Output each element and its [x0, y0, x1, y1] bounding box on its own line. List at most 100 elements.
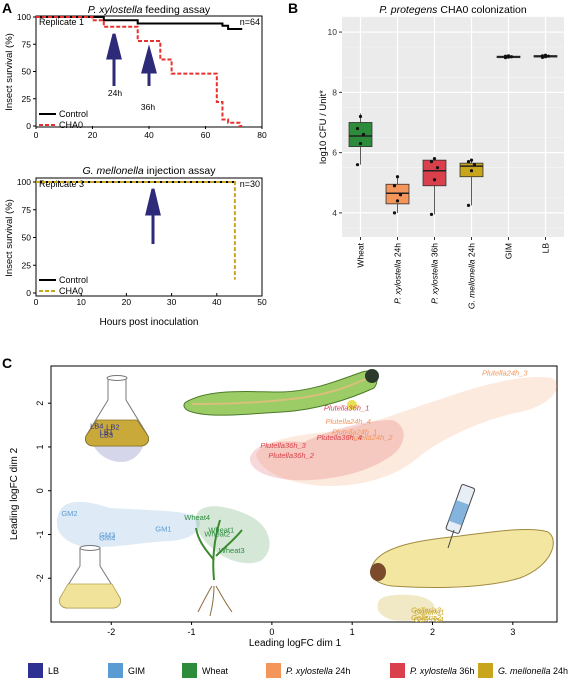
- panel-a-bottom-frame: [35, 177, 263, 297]
- panel-a-bottom-xtick-label: 20: [122, 297, 132, 307]
- legend-label-1: GIM: [128, 666, 145, 676]
- panel-a-top-title-species: P. xylostella: [88, 4, 143, 16]
- point-label-wheat4: Wheat4: [184, 513, 210, 522]
- panel-a-bottom-xlabel: Hours post inoculation: [100, 317, 199, 328]
- point-label-lb2: LB2: [106, 422, 119, 431]
- panel-a-bottom-title: G. mellonella injection assay: [82, 165, 216, 177]
- legend-swatch-2: [182, 663, 197, 678]
- point-label-plutella36h_3: Plutella36h_3: [260, 441, 306, 450]
- panel-c-xlabel: Leading logFC dim 1: [249, 638, 342, 649]
- arrow-24h-icon: [106, 33, 122, 86]
- point-label-gm3: GM3: [99, 531, 115, 540]
- panel-c-xtick-label: 3: [510, 627, 515, 637]
- panel-a-top-ytick-label: 75: [22, 39, 32, 49]
- legend-label-species: P. xylostella: [410, 666, 457, 676]
- panel-c-xtick-label: -2: [107, 627, 115, 637]
- panel-a-top-ytick-label: 25: [22, 94, 32, 104]
- point-label-lb3: LB3: [100, 430, 113, 439]
- point-label-gm2: GM2: [61, 509, 77, 518]
- panel-c-point-labels: LB4 LB2LB1LB3GM2GM1GM3GM4Wheat4Wheat1Whea…: [61, 369, 528, 622]
- point-label-plutella36h_1: Plutella36h_1: [324, 404, 369, 413]
- point-label-lb4: LB4: [90, 422, 103, 431]
- arrow-36h-icon: [141, 44, 157, 86]
- panel-b-ytick-label: 8: [332, 87, 337, 97]
- legend-swatch-1: [108, 663, 123, 678]
- panel-a-top: P. xylostella feeding assay Replicate 1 …: [4, 4, 267, 140]
- box-point: [432, 178, 437, 182]
- panel-a-bottom-xtick-label: 50: [257, 297, 267, 307]
- legend-label-4: P. xylostella 36h: [410, 666, 474, 676]
- point-label-galleria3: Galleria3: [411, 605, 442, 614]
- legend-swatch-3: [266, 663, 281, 678]
- box-point: [398, 193, 403, 197]
- panel-a-bottom-n: n=30: [240, 179, 260, 189]
- box-point: [392, 184, 397, 188]
- box-point: [469, 169, 474, 173]
- panel-a-bottom-axes: 0 10 20 30 40 50 0 25 50 75 100: [17, 177, 267, 307]
- box-point: [546, 54, 551, 58]
- panel-a-bottom: G. mellonella injection assay Replicate …: [4, 165, 267, 328]
- panel-b-category-species: P. xylostella: [430, 259, 440, 304]
- point-label-gm4: GM4: [99, 534, 115, 543]
- box-point: [429, 212, 434, 216]
- box-point: [395, 199, 400, 203]
- box-point: [466, 203, 471, 207]
- box-point: [358, 114, 363, 119]
- panel-a-bottom-xtick-label: 0: [34, 297, 39, 307]
- panel-b-category-species: P. xylostella: [393, 259, 403, 304]
- panel-a-top-xtick-label: 60: [201, 130, 211, 140]
- box-point: [435, 166, 440, 170]
- box-point: [358, 141, 363, 146]
- panel-c-ylabel: Leading logFC dim 2: [9, 447, 20, 540]
- plutella-caterpillar-icon: [183, 369, 379, 416]
- legend-swatch-5: [478, 663, 493, 678]
- gim-cluster-region: [56, 501, 200, 548]
- legend-label-rest: 24h: [333, 666, 351, 676]
- box-point: [472, 163, 477, 167]
- panel-label-c: C: [2, 355, 12, 371]
- legend-swatch-4: [390, 663, 405, 678]
- panel-b-category-rest: 36h: [430, 243, 440, 260]
- panel-b-title: P. protegens CHA0 colonization: [379, 4, 527, 16]
- panel-a-top-title: P. xylostella feeding assay: [88, 4, 211, 16]
- panel-c-xtick-label: 2: [430, 627, 435, 637]
- legend-label-2: Wheat: [202, 666, 229, 676]
- box-point: [355, 163, 360, 167]
- panel-c-ytick-label: -1: [35, 530, 45, 538]
- panel-a-bottom-series-cha0: [36, 181, 236, 280]
- panel-b-category-label: P. xylostella 24h: [393, 243, 403, 304]
- panel-a-top-n: n=64: [240, 17, 260, 27]
- box-point: [543, 53, 548, 57]
- pxy24-cluster-region: [256, 376, 557, 486]
- legend-label-species: G. mellonella: [498, 666, 551, 676]
- box-point: [432, 157, 437, 161]
- point-label-plutella24h_2: Plutella24h_2: [347, 433, 393, 442]
- panel-b-plot-bg: [342, 17, 564, 237]
- panel-b-ytick-label: 10: [328, 27, 338, 37]
- panel-c-xtick-label: 1: [350, 627, 355, 637]
- panel-a-bottom-ytick-label: 0: [26, 288, 31, 298]
- panel-c-plot: LB4 LB2LB1LB3GM2GM1GM3GM4Wheat4Wheat1Whea…: [56, 369, 557, 622]
- panel-c: Leading logFC dim 2 Leading logFC dim 1 …: [9, 365, 558, 649]
- gim-flask-icon: [59, 545, 121, 609]
- panel-a-top-xtick-label: 0: [34, 130, 39, 140]
- galleria-larva-icon: [370, 528, 554, 588]
- panel-a-top-ytick-label: 50: [22, 67, 32, 77]
- panel-a-top-ytick-label: 100: [17, 12, 31, 22]
- panel-c-legend: LB GIM Wheat P. xylostella 24h P. xylostella…: [28, 663, 568, 678]
- panel-a-bottom-ytick-label: 25: [22, 260, 32, 270]
- legend-label-rest: 36h: [457, 666, 475, 676]
- panel-a-bottom-replicate: Replicate 3: [39, 179, 84, 189]
- box-0: [348, 122, 373, 147]
- panel-b-category-label: GIM: [504, 243, 514, 259]
- panel-label-b: B: [288, 0, 298, 16]
- box-point: [392, 211, 397, 215]
- point-label-gm1: GM1: [155, 524, 171, 533]
- legend-label-5: G. mellonella 24h: [498, 666, 568, 676]
- panel-c-ytick-label: 0: [35, 488, 45, 493]
- point-label-galleria2: Galleria2: [411, 613, 442, 622]
- point-label-wheat2: Wheat2: [204, 530, 230, 539]
- legend-cha0-label: CHA0: [59, 120, 83, 130]
- panel-a-bottom-ylabel: Insect survival (%): [4, 199, 15, 277]
